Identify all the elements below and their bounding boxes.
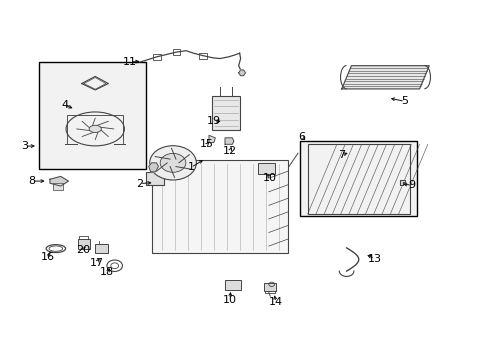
Polygon shape <box>341 66 428 89</box>
Text: 12: 12 <box>223 147 237 157</box>
Text: 8: 8 <box>28 176 35 186</box>
Polygon shape <box>50 176 68 186</box>
Text: 6: 6 <box>298 132 305 142</box>
Bar <box>224 280 240 290</box>
Bar <box>78 239 90 249</box>
Bar <box>300 141 416 216</box>
Circle shape <box>149 146 196 180</box>
Text: 14: 14 <box>268 297 283 307</box>
Bar <box>307 144 409 214</box>
Bar <box>257 163 274 174</box>
Polygon shape <box>148 163 158 172</box>
Bar <box>172 49 180 55</box>
Polygon shape <box>238 70 245 76</box>
Polygon shape <box>224 138 233 144</box>
Text: 13: 13 <box>367 253 381 264</box>
Text: 10: 10 <box>263 173 277 183</box>
Ellipse shape <box>89 125 101 132</box>
Text: 5: 5 <box>401 96 407 107</box>
Text: 19: 19 <box>206 116 221 126</box>
Text: 15: 15 <box>200 139 214 149</box>
Bar <box>53 183 63 190</box>
Bar <box>211 96 240 130</box>
Text: 10: 10 <box>223 295 236 305</box>
Text: 17: 17 <box>89 258 103 268</box>
Polygon shape <box>399 180 404 185</box>
Text: 7: 7 <box>338 150 345 160</box>
Text: 3: 3 <box>21 141 28 151</box>
Text: 4: 4 <box>61 100 68 110</box>
Text: 2: 2 <box>136 179 143 189</box>
Text: 20: 20 <box>76 245 90 255</box>
Bar <box>95 244 108 253</box>
Text: 18: 18 <box>100 267 114 277</box>
Text: 9: 9 <box>408 180 415 190</box>
Bar <box>153 54 161 60</box>
Circle shape <box>160 153 185 172</box>
Bar <box>199 53 206 59</box>
Bar <box>39 62 146 169</box>
Bar <box>152 160 287 253</box>
Text: 11: 11 <box>122 57 137 67</box>
Polygon shape <box>208 135 215 143</box>
Bar <box>264 283 276 291</box>
Text: 16: 16 <box>41 252 55 262</box>
Text: 1: 1 <box>187 162 194 172</box>
Bar <box>145 172 164 185</box>
